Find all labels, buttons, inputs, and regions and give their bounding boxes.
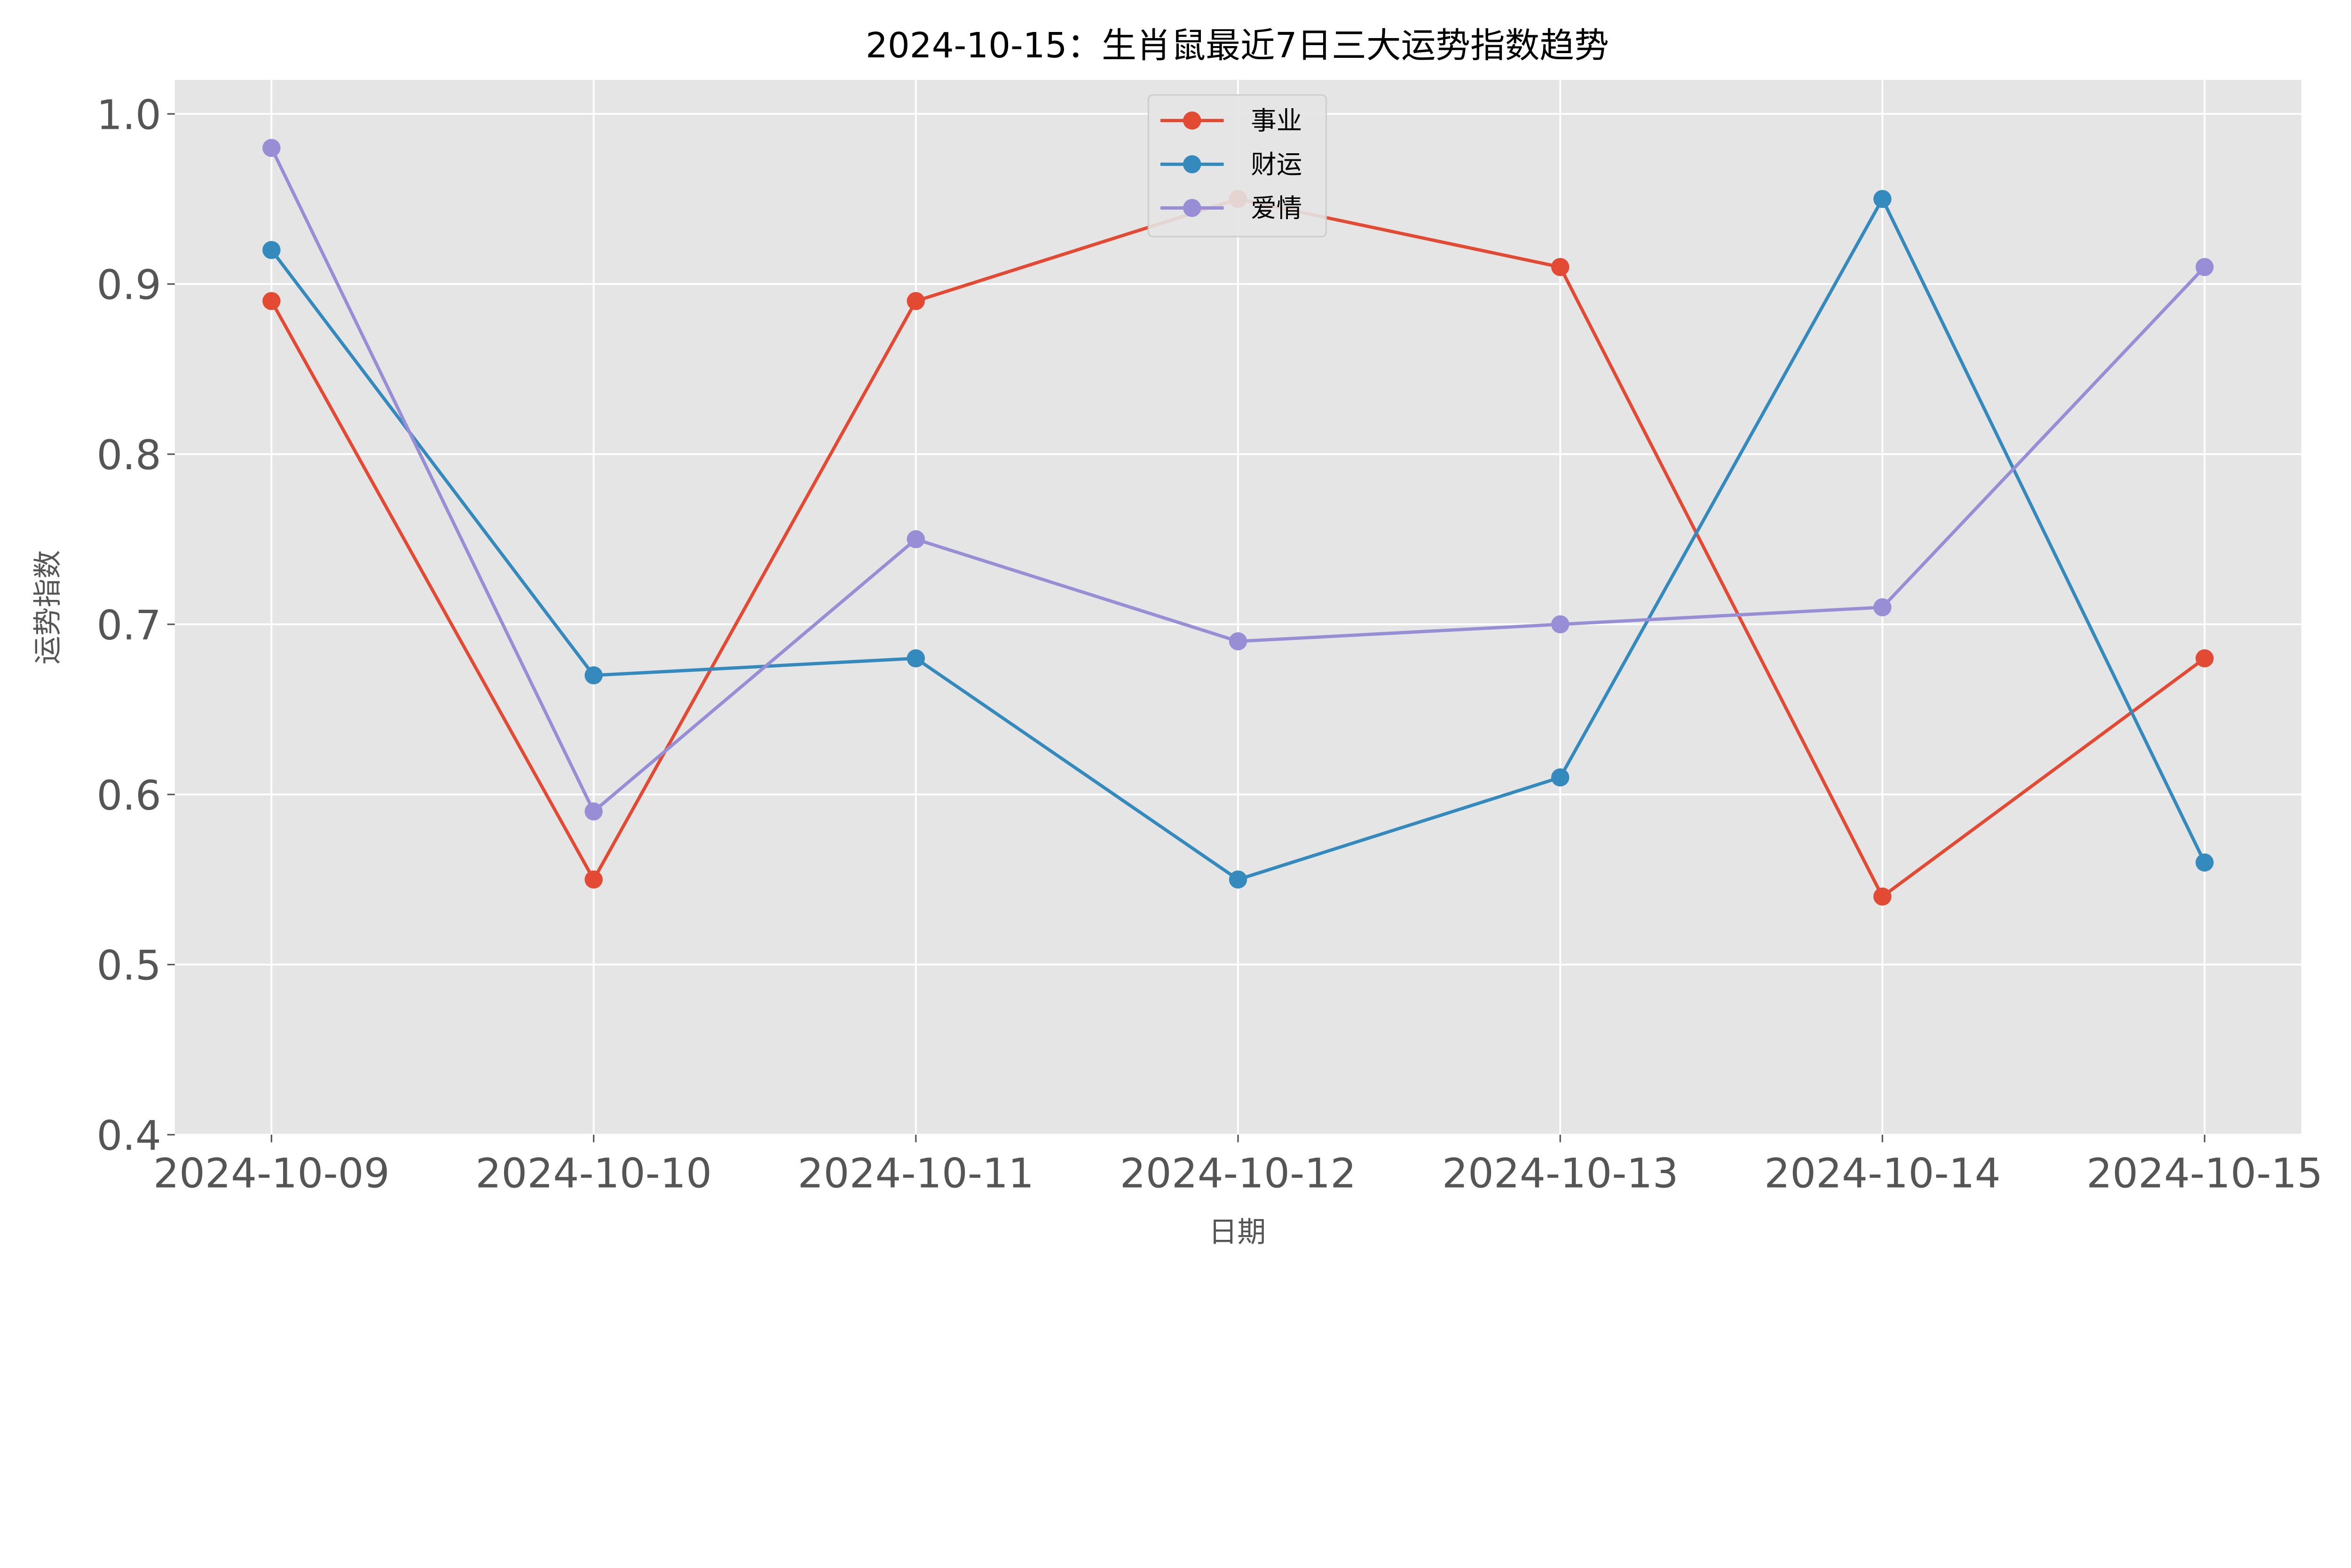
series-3	[262, 139, 2214, 821]
x-axis: 2024-10-09 2024-10-10 2024-10-11 2024-10-12…	[153, 1135, 2323, 1198]
data-point	[1551, 258, 1570, 276]
x-tick-label: 2024-10-15	[2086, 1150, 2323, 1198]
data-point	[2195, 649, 2214, 668]
x-tick-label: 2024-10-11	[797, 1150, 1034, 1198]
x-tick-label: 2024-10-14	[1764, 1150, 2001, 1198]
data-point	[2195, 258, 2214, 276]
data-point	[1551, 615, 1570, 634]
x-tick-label: 2024-10-12	[1120, 1150, 1357, 1198]
legend-marker	[1183, 111, 1201, 130]
data-point	[584, 666, 603, 685]
x-axis-label: 日期	[1209, 1215, 1266, 1249]
data-point	[262, 292, 281, 310]
data-point	[2195, 853, 2214, 872]
y-tick-label: 0.6	[96, 772, 161, 819]
y-tick-label: 0.4	[96, 1113, 161, 1160]
data-point	[1873, 598, 1892, 616]
data-point	[907, 530, 925, 549]
data-point	[262, 241, 281, 259]
legend-label: 财运	[1251, 150, 1302, 180]
line-chart: 2024-10-09 2024-10-10 2024-10-11 2024-10-12…	[31, 26, 2323, 1249]
data-point	[907, 292, 925, 310]
y-axis: 0.4 0.5 0.6 0.7 0.8 0.9 1.0	[96, 92, 175, 1160]
data-point	[1551, 768, 1570, 787]
data-point	[1229, 632, 1247, 651]
data-point	[262, 139, 281, 157]
data-point	[907, 649, 925, 668]
y-tick-label: 0.9	[96, 262, 161, 309]
y-tick-label: 1.0	[96, 92, 161, 139]
y-axis-label: 运势指数	[31, 550, 64, 665]
data-point	[1873, 189, 1892, 208]
legend-label: 事业	[1251, 106, 1302, 136]
data-point	[584, 870, 603, 889]
legend-label: 爱情	[1251, 193, 1302, 223]
data-point	[1229, 870, 1247, 889]
data-point	[584, 802, 603, 821]
x-tick-label: 2024-10-13	[1442, 1150, 1679, 1198]
x-tick-label: 2024-10-09	[153, 1150, 390, 1198]
x-tick-label: 2024-10-10	[475, 1150, 712, 1198]
chart-title: 2024-10-15：生肖鼠最近7日三大运势指数趋势	[866, 26, 1609, 66]
y-tick-label: 0.5	[96, 943, 161, 990]
series-2	[262, 189, 2214, 889]
legend-marker	[1183, 199, 1201, 217]
y-tick-label: 0.7	[96, 602, 161, 649]
data-point	[1873, 887, 1892, 906]
y-tick-label: 0.8	[96, 432, 161, 479]
legend-marker	[1183, 155, 1201, 173]
